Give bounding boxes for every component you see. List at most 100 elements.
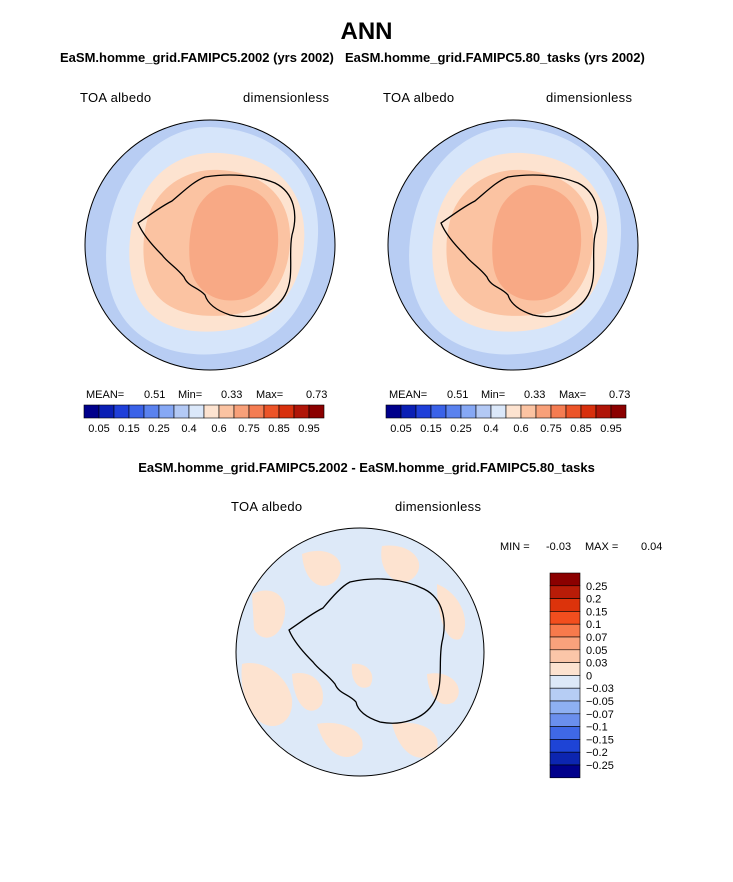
difference-colorbar-swatch <box>549 713 581 727</box>
panel-1-units-label: dimensionless <box>243 90 330 105</box>
difference-colorbar-tick-label: 0.1 <box>586 619 601 631</box>
panel-2-colorbar-swatch <box>550 404 567 419</box>
panel-1-colorbar-swatch <box>293 404 310 419</box>
panel-1-colorbar-swatch <box>248 404 265 419</box>
difference-colorbar-tick-label: 0.05 <box>586 645 607 657</box>
panel-1-colorbar-tick-label: 0.75 <box>238 423 259 435</box>
difference-colorbar-swatch <box>549 598 581 612</box>
difference-colorbar-swatch <box>549 687 581 702</box>
difference-colorbar-tick-label: −0.05 <box>586 696 614 708</box>
panel-2-colorbar: 0.05 0.15 0.25 0.4 0.6 0.75 0.85 0.95 <box>385 404 627 435</box>
panel-1-colorbar-swatch <box>278 404 295 419</box>
difference-colorbar-tick-label: −0.2 <box>586 747 608 759</box>
panel-2-colorbar-swatch <box>595 404 612 419</box>
panel-1-mean-value: 0.51 <box>144 389 166 401</box>
panel-2-colorbar-swatch <box>610 404 627 419</box>
panel-1-colorbar: 0.05 0.15 0.25 0.4 0.6 0.75 0.85 0.95 <box>83 404 325 435</box>
difference-colorbar-tick-label: 0.15 <box>586 606 607 618</box>
difference-colorbar-tick-label: −0.1 <box>586 722 608 734</box>
panel-1-title: EaSM.homme_grid.FAMIPC5.2002 (yrs 2002) <box>60 50 334 65</box>
panel-1-colorbar-tick-label: 0.05 <box>88 423 109 435</box>
difference-colorbar-swatch <box>549 623 581 638</box>
difference-min-label: MIN = <box>500 541 530 553</box>
panel-1-min-label: Min= <box>178 389 203 401</box>
panel-1-colorbar-swatch <box>113 404 130 419</box>
panel-2-colorbar-swatch <box>430 404 447 419</box>
panel-1-variable-label: TOA albedo <box>80 90 152 105</box>
difference-colorbar-swatch <box>549 726 581 740</box>
panel-2-min-value: 0.33 <box>524 389 546 401</box>
panel-2-colorbar-tick-label: 0.75 <box>540 423 561 435</box>
panel-2-colorbar-swatch <box>490 404 507 419</box>
panel-1-colorbar-swatch <box>158 404 175 419</box>
panel-2-colorbar-tick-label: 0.4 <box>483 423 498 435</box>
difference-units-label: dimensionless <box>395 499 482 514</box>
difference-colorbar: 0.250.20.150.10.070.050.030−0.03−0.05−0.… <box>549 572 614 779</box>
difference-colorbar-swatch <box>549 764 581 779</box>
panel-1-colorbar-swatch <box>263 404 280 419</box>
panel-1-colorbar-swatch <box>173 404 190 419</box>
difference-colorbar-swatch <box>549 611 581 625</box>
difference-variable-label: TOA albedo <box>231 499 303 514</box>
panel-2-colorbar-swatch <box>520 404 537 419</box>
difference-colorbar-tick-label: 0.03 <box>586 658 607 670</box>
difference-colorbar-swatch <box>549 675 581 689</box>
difference-max-value: 0.04 <box>641 541 663 553</box>
panel-2-max-value: 0.73 <box>609 389 631 401</box>
panel-2-colorbar-swatch <box>385 404 402 419</box>
difference-colorbar-tick-label: −0.25 <box>586 760 614 772</box>
panel-2-mean-value: 0.51 <box>447 389 469 401</box>
panel-2-colorbar-tick-label: 0.25 <box>450 423 471 435</box>
difference-colorbar-tick-label: 0.07 <box>586 632 607 644</box>
difference-colorbar-tick-label: −0.15 <box>586 734 614 746</box>
panel-2-colorbar-swatch <box>445 404 462 419</box>
panel-1-colorbar-swatch <box>218 404 235 419</box>
panel-2-colorbar-tick-label: 0.95 <box>600 423 621 435</box>
panel-1-min-value: 0.33 <box>221 389 243 401</box>
difference-colorbar-swatch <box>549 662 581 676</box>
difference-colorbar-swatch <box>549 751 581 766</box>
panel-1-colorbar-swatch <box>203 404 220 419</box>
panel-2-colorbar-swatch <box>460 404 477 419</box>
panel-1-colorbar-swatch <box>83 404 100 419</box>
panel-1-mean-label: MEAN= <box>86 389 125 401</box>
difference-min-value: -0.03 <box>546 541 572 553</box>
difference-colorbar-tick-label: 0 <box>586 670 592 682</box>
panel-2-colorbar-swatch <box>415 404 432 419</box>
panel-2-colorbar-tick-label: 0.85 <box>570 423 591 435</box>
panel-2-colorbar-swatch <box>535 404 552 419</box>
difference-max-label: MAX = <box>585 541 619 553</box>
panel-2-colorbar-tick-label: 0.05 <box>390 423 411 435</box>
panel-2-colorbar-tick-label: 0.6 <box>513 423 528 435</box>
panel-1-colorbar-tick-label: 0.4 <box>181 423 196 435</box>
panel-1-colorbar-tick-label: 0.6 <box>211 423 226 435</box>
panel-1-colorbar-swatch <box>128 404 145 419</box>
difference-colorbar-swatch <box>549 700 581 715</box>
panel-1-colorbar-tick-label: 0.15 <box>118 423 139 435</box>
panel-2-colorbar-swatch <box>580 404 597 419</box>
panel-2-min-label: Min= <box>481 389 506 401</box>
difference-title: EaSM.homme_grid.FAMIPC5.2002 - EaSM.homm… <box>138 460 595 475</box>
panel-1-colorbar-swatch <box>98 404 115 419</box>
difference-colorbar-tick-label: 0.2 <box>586 594 601 606</box>
panel-2-variable-label: TOA albedo <box>383 90 455 105</box>
difference-colorbar-tick-label: −0.03 <box>586 683 614 695</box>
panel-1-max-label: Max= <box>256 389 284 401</box>
panel-2-title: EaSM.homme_grid.FAMIPC5.80_tasks (yrs 20… <box>345 50 645 65</box>
difference-colorbar-swatch <box>549 572 581 587</box>
difference-colorbar-tick-label: −0.07 <box>586 709 614 721</box>
panel-1-colorbar-tick-label: 0.95 <box>298 423 319 435</box>
panel-2-mean-label: MEAN= <box>389 389 428 401</box>
panel-2-colorbar-swatch <box>565 404 582 419</box>
difference-map <box>235 527 485 777</box>
panel-1-map <box>84 119 336 371</box>
panel-1-max-value: 0.73 <box>306 389 328 401</box>
difference-colorbar-swatch <box>549 649 581 663</box>
panel-2-colorbar-swatch <box>400 404 417 419</box>
panel-2-units-label: dimensionless <box>546 90 633 105</box>
difference-colorbar-swatch <box>549 585 581 599</box>
panel-1-colorbar-tick-label: 0.25 <box>148 423 169 435</box>
panel-1-colorbar-swatch <box>308 404 325 419</box>
panel-2-colorbar-swatch <box>505 404 522 419</box>
figure-title: ANN <box>340 18 393 45</box>
